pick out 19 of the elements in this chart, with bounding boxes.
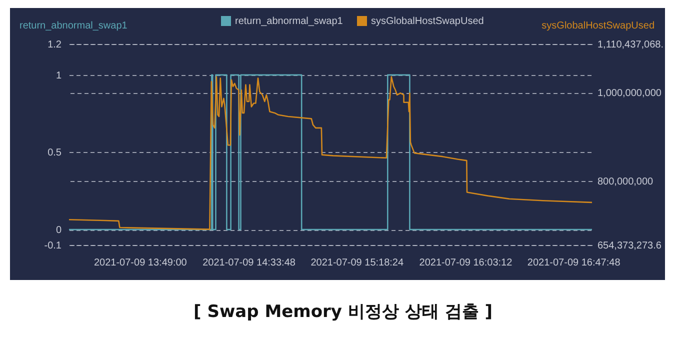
y2-tick-label: 800,000,000 bbox=[598, 176, 654, 188]
y2-tick-label: 1,110,437,068. bbox=[598, 40, 664, 50]
y2-tick-label: 1,000,000,000 bbox=[598, 88, 662, 100]
legend-label: sysGlobalHostSwapUsed bbox=[371, 16, 484, 27]
y-tick-label: 1 bbox=[56, 70, 62, 82]
x-tick-label: 2021-07-09 13:49:00 bbox=[94, 258, 188, 268]
y-axis-title: return_abnormal_swap1 bbox=[20, 20, 128, 32]
x-tick-label: 2021-07-09 16:03:12 bbox=[419, 258, 513, 268]
y-tick-label: -0.1 bbox=[44, 240, 62, 252]
y-tick-label: 0.5 bbox=[48, 148, 62, 159]
x-tick-label: 2021-07-09 15:18:24 bbox=[310, 258, 404, 268]
x-tick-label: 2021-07-09 14:33:48 bbox=[202, 258, 296, 268]
text: [ Swap Memory 비정상 상태 검출 ] bbox=[192, 301, 494, 323]
x-tick-label: 2021-07-09 16:47:48 bbox=[527, 258, 621, 268]
y-tick-label: 0 bbox=[56, 225, 62, 236]
legend-label: return_abnormal_swap1 bbox=[235, 16, 344, 27]
y2-tick-label: 654,373,273.6 bbox=[598, 240, 662, 252]
y2-axis-title: sysGlobalHostSwapUsed bbox=[542, 20, 654, 32]
y-tick-label: 1.2 bbox=[48, 40, 62, 50]
